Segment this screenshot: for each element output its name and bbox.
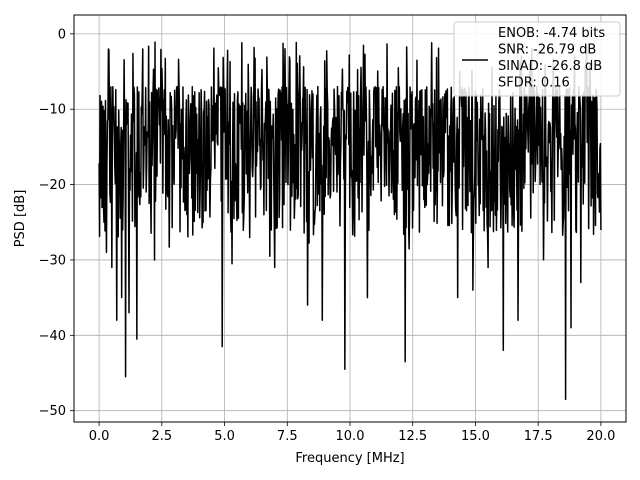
legend: ENOB: -4.74 bits SNR: -26.79 dB SINAD: -… xyxy=(453,21,621,97)
y-tick-label: −10 xyxy=(39,103,66,118)
x-tick-label: 7.5 xyxy=(277,429,298,444)
axis-ticks: 0.0 2.5 5.0 7.5 10.0 12.5 15.0 17.5 20.0 0 −10 −20 −… xyxy=(39,27,616,444)
legend-enob: ENOB: -4.74 bits xyxy=(498,26,605,41)
x-tick-label: 0.0 xyxy=(89,429,110,444)
y-tick-label: −50 xyxy=(39,404,66,419)
x-tick-label: 20.0 xyxy=(586,429,615,444)
x-tick-label: 15.0 xyxy=(461,429,490,444)
plot-area xyxy=(98,41,602,401)
x-axis-label: Frequency [MHz] xyxy=(295,451,404,466)
legend-sfdr: SFDR: 0.16 xyxy=(498,76,570,91)
y-tick-label: −40 xyxy=(39,329,66,344)
y-tick-label: −20 xyxy=(39,178,66,193)
legend-box xyxy=(453,21,621,97)
y-tick-label: 0 xyxy=(58,27,66,42)
x-tick-label: 12.5 xyxy=(398,429,427,444)
psd-series-line xyxy=(98,41,602,401)
legend-snr: SNR: -26.79 dB xyxy=(498,43,596,58)
x-tick-label: 10.0 xyxy=(336,429,365,444)
x-tick-label: 5.0 xyxy=(214,429,235,444)
y-axis-label: PSD [dB] xyxy=(13,190,28,248)
x-tick-label: 17.5 xyxy=(524,429,553,444)
y-tick-label: −30 xyxy=(39,253,66,268)
legend-sinad: SINAD: -26.8 dB xyxy=(498,59,602,74)
x-tick-label: 2.5 xyxy=(151,429,172,444)
